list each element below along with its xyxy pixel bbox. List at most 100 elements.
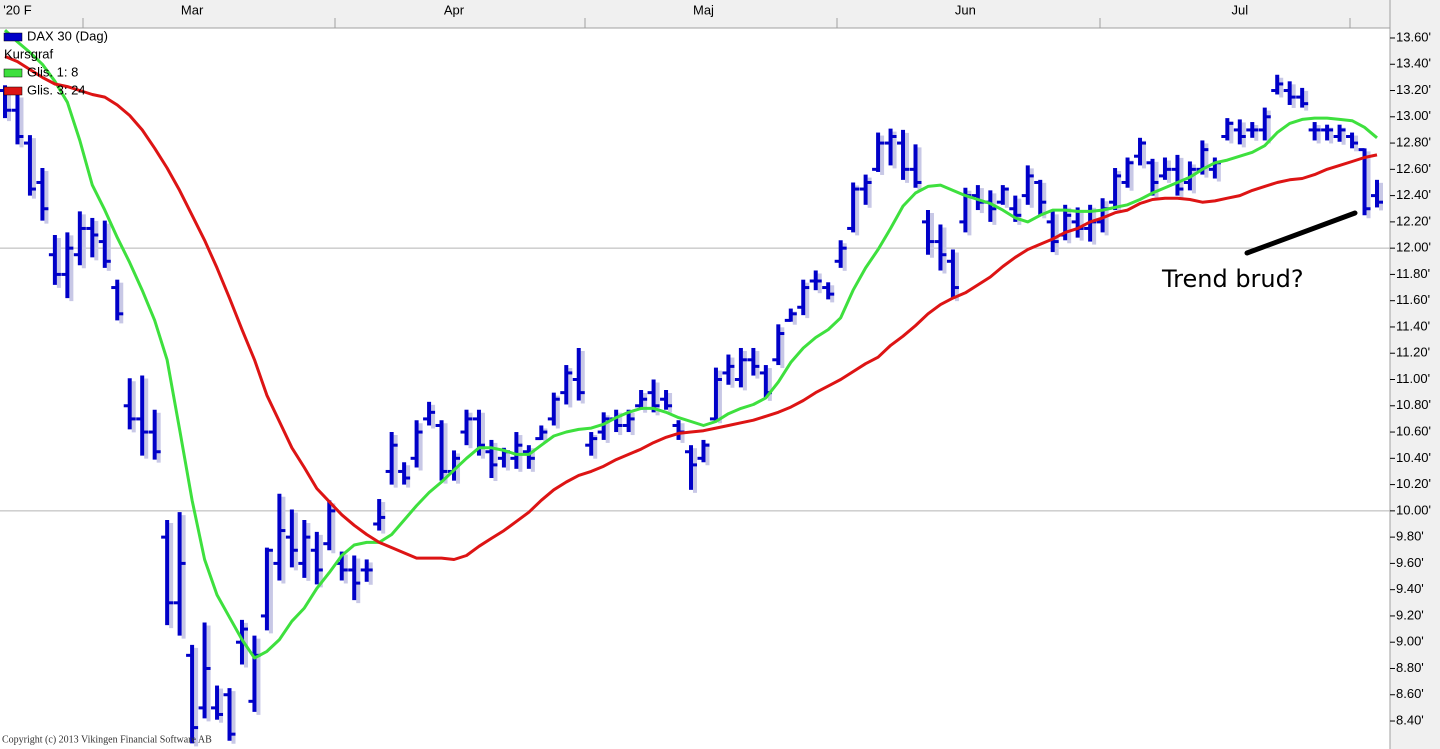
price-bar [697, 439, 710, 466]
grid [0, 247, 1390, 512]
price-bar [260, 547, 273, 634]
price-bar [410, 420, 423, 471]
annotation: Trend brud? [1161, 265, 1304, 293]
price-bar [572, 347, 585, 404]
price-bar [884, 128, 897, 169]
legend-label: DAX 30 (Dag) [27, 28, 108, 43]
price-bar [98, 220, 111, 271]
price-bar [198, 622, 211, 722]
price-bar [797, 279, 810, 319]
price-bar [11, 94, 24, 148]
price-bar [1258, 107, 1271, 144]
y-tick-label: 11.60' [1396, 292, 1430, 307]
price-bar [1121, 157, 1134, 191]
price-bar [772, 324, 785, 369]
price-bar [385, 432, 398, 488]
price-bar [285, 509, 298, 571]
price-bar [921, 210, 934, 258]
price-bar [934, 224, 947, 274]
y-tick-label: 10.80' [1396, 397, 1431, 412]
price-bar [1271, 74, 1284, 98]
price-bar [1346, 132, 1359, 152]
marks [0, 29, 1383, 747]
price-bar [86, 217, 99, 261]
y-tick-label: 13.60' [1396, 29, 1431, 44]
price-bar [23, 135, 36, 199]
price-bar [560, 365, 573, 408]
price-bar [1308, 122, 1321, 144]
y-tick-label: 9.20' [1396, 607, 1424, 622]
legend-swatch [3, 32, 23, 42]
price-bar [73, 211, 86, 269]
y-tick-label: 13.20' [1396, 82, 1431, 97]
y-tick-label: 9.40' [1396, 581, 1424, 596]
trend-line [1244, 210, 1358, 256]
price-bar [1246, 122, 1259, 141]
price-bar [1046, 211, 1059, 256]
price-bar [111, 279, 124, 324]
y-tick-label: 12.00' [1396, 240, 1431, 255]
y-tick-label: 12.20' [1396, 213, 1431, 228]
y-tick-label: 8.60' [1396, 686, 1424, 701]
price-bar [1321, 124, 1334, 144]
price-bar [173, 512, 186, 639]
price-bar [123, 378, 136, 433]
price-bar [1134, 137, 1147, 169]
price-bar [709, 367, 722, 424]
price-bar [946, 249, 959, 302]
month-separators [82, 18, 1351, 28]
legend-label: Kursgraf [4, 46, 54, 61]
price-bar [996, 185, 1009, 208]
y-axis: 13.60' 13.40' 13.20' 13.00' 12.80' 12.60' 12.4… [1390, 29, 1431, 727]
price-bar [61, 232, 74, 302]
y-tick-label: 11.40' [1396, 318, 1430, 333]
x-tick-label: '20 F [3, 2, 32, 17]
price-bar [784, 308, 797, 325]
legend-swatch [3, 86, 23, 96]
y-tick-label: 10.60' [1396, 423, 1431, 438]
y-tick-label: 10.20' [1396, 476, 1431, 491]
price-bar [1233, 119, 1246, 148]
price-bar [460, 409, 473, 449]
x-axis: '20 F Mar Apr Maj Jun Jul [3, 2, 1248, 17]
price-bar [1221, 118, 1234, 144]
y-tick-label: 9.80' [1396, 529, 1424, 544]
right-band [1390, 0, 1440, 749]
y-tick-label: 11.80' [1396, 266, 1430, 281]
price-bar [909, 144, 922, 191]
top-band [0, 0, 1440, 28]
price-bar [186, 644, 199, 747]
price-bar [1283, 81, 1296, 108]
y-tick-label: 10.00' [1396, 502, 1431, 517]
y-tick-label: 10.40' [1396, 450, 1431, 465]
price-bar [323, 500, 336, 554]
price-bar [535, 425, 548, 443]
price-bar [660, 390, 673, 413]
price-bar [859, 174, 872, 208]
price-bar [747, 347, 760, 379]
price-bar [1183, 161, 1196, 194]
x-tick-label: Maj [693, 2, 714, 17]
price-bar [161, 520, 174, 629]
price-bar [1021, 165, 1034, 208]
footer: Copyright (c) 2013 Vikingen Financial So… [2, 734, 212, 745]
price-bar [435, 420, 448, 484]
price-bar [273, 493, 286, 584]
y-tick-label: 12.80' [1396, 135, 1431, 150]
x-tick-label: Mar [181, 2, 204, 17]
legend-label: Glis. 1: 8 [27, 64, 78, 79]
price-bar [48, 235, 61, 288]
moving-average [4, 55, 1378, 561]
price-bar [547, 392, 560, 429]
y-tick-label: 8.40' [1396, 712, 1424, 727]
price-bar [1333, 124, 1346, 145]
y-tick-label: 13.40' [1396, 56, 1431, 71]
price-bar [809, 270, 822, 294]
price-bar [211, 685, 224, 723]
price-bar [1171, 154, 1184, 199]
price-bar [223, 688, 236, 744]
price-bar [298, 520, 311, 581]
price-bar [847, 182, 860, 236]
price-bar [310, 531, 323, 588]
